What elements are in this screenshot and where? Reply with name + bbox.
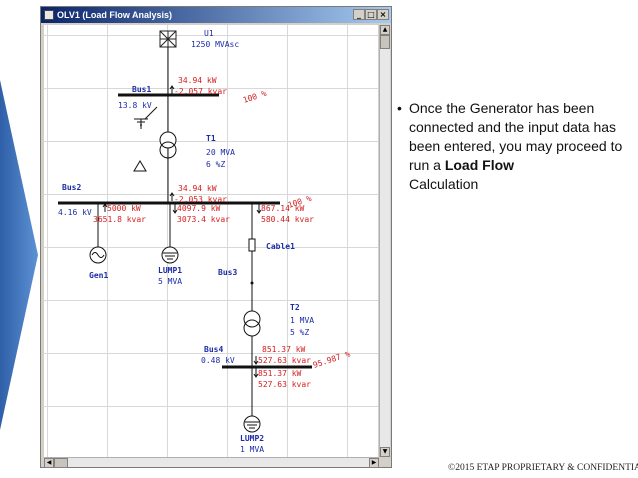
bus3-name: Bus3 bbox=[218, 268, 237, 277]
warning-triangle-icon bbox=[133, 160, 147, 172]
bullet-text-end: Calculation bbox=[409, 176, 479, 192]
lumped-load-lump1[interactable] bbox=[161, 246, 179, 264]
ground-icon bbox=[134, 106, 158, 129]
scroll-left-arrow-icon[interactable]: ◀ bbox=[44, 458, 54, 468]
bus4-loading: 95.987 % bbox=[312, 349, 352, 370]
bus1-loading: 100 % bbox=[242, 89, 268, 105]
one-line-diagram: U1 1250 MVAsc Bus1 13.8 kV 34.94 kW -2.0… bbox=[58, 29, 352, 454]
lump1-kvar: 3073.4 kvar bbox=[177, 215, 230, 224]
utility-u1[interactable] bbox=[159, 30, 177, 48]
close-button[interactable]: × bbox=[377, 9, 389, 20]
horizontal-scrollbar[interactable]: ◀ ▶ bbox=[44, 457, 379, 468]
cable1-name: Cable1 bbox=[266, 242, 295, 251]
bullet-text: Once the Generator has been connected an… bbox=[409, 100, 623, 173]
slide-bullet: • Once the Generator has been connected … bbox=[397, 99, 627, 194]
bus4-out-kw: 851.37 kW bbox=[258, 369, 302, 378]
vertical-scrollbar[interactable]: ▲ ▼ bbox=[379, 25, 390, 457]
lump2-name: LUMP2 bbox=[240, 434, 264, 443]
bullet-dot-icon: • bbox=[397, 100, 402, 116]
scroll-up-arrow-icon[interactable]: ▲ bbox=[380, 25, 390, 35]
gen1-kvar: 3651.8 kvar bbox=[93, 215, 146, 224]
bus1-flow-kvar: -2.057 kvar bbox=[174, 87, 227, 96]
bus3-node[interactable] bbox=[250, 281, 254, 285]
generator-gen1[interactable] bbox=[89, 246, 107, 264]
cable1-kvar: 580.44 kvar bbox=[261, 215, 314, 224]
lump1-kw: 4097.9 kW bbox=[177, 204, 221, 213]
bus1-name: Bus1 bbox=[132, 85, 151, 94]
scroll-h-thumb[interactable] bbox=[54, 458, 68, 468]
scroll-down-arrow-icon[interactable]: ▼ bbox=[380, 447, 390, 457]
slide-chevron-shape bbox=[0, 80, 38, 430]
bus4-name: Bus4 bbox=[204, 345, 223, 354]
bus2-flow-kvar: -2.053 kvar bbox=[174, 195, 227, 204]
gen1-kw: 5000 kW bbox=[107, 204, 141, 213]
t2-impedance: 5 %Z bbox=[290, 328, 309, 337]
bus1-flow-kw: 34.94 kW bbox=[178, 76, 217, 85]
lump2-rating: 1 MVA bbox=[240, 445, 264, 454]
copyright-footer: ©2015 ETAP PROPRIETARY & CONFIDENTIAL bbox=[448, 463, 638, 473]
lumped-load-lump2[interactable] bbox=[243, 415, 261, 433]
u1-rating: 1250 MVAsc bbox=[191, 40, 239, 49]
olv-window: OLV1 (Load Flow Analysis) _ □ × U1 1250 … bbox=[40, 6, 392, 468]
lump1-name: LUMP1 bbox=[158, 266, 182, 275]
bus4-out-kvar: 527.63 kvar bbox=[258, 380, 311, 389]
t2-rating: 1 MVA bbox=[290, 316, 314, 325]
cable1-kw: 867.14 kW bbox=[261, 204, 305, 213]
t2-name: T2 bbox=[290, 303, 300, 312]
app-icon bbox=[44, 10, 54, 20]
scroll-right-arrow-icon[interactable]: ▶ bbox=[369, 458, 379, 468]
bus4-in-kvar: 527.63 kvar bbox=[258, 356, 311, 365]
lump1-rating: 5 MVA bbox=[158, 277, 182, 286]
window-titlebar[interactable]: OLV1 (Load Flow Analysis) _ □ × bbox=[41, 7, 391, 23]
bus2-voltage: 4.16 kV bbox=[58, 208, 92, 217]
bus2-flow-kw: 34.94 kW bbox=[178, 184, 217, 193]
t1-rating: 20 MVA bbox=[206, 148, 235, 157]
bus2-name: Bus2 bbox=[62, 183, 81, 192]
bullet-bold-text: Load Flow bbox=[444, 157, 515, 173]
transformer-t1[interactable] bbox=[159, 131, 177, 159]
bus1-voltage: 13.8 kV bbox=[118, 101, 152, 110]
t1-impedance: 6 %Z bbox=[206, 160, 225, 169]
minimize-button[interactable]: _ bbox=[353, 9, 365, 20]
cable1-symbol[interactable] bbox=[248, 238, 256, 252]
one-line-diagram-canvas[interactable]: U1 1250 MVAsc Bus1 13.8 kV 34.94 kW -2.0… bbox=[44, 25, 378, 457]
maximize-button[interactable]: □ bbox=[365, 9, 377, 20]
gen1-name: Gen1 bbox=[89, 271, 108, 280]
window-title: OLV1 (Load Flow Analysis) bbox=[57, 10, 173, 20]
bus4-in-kw: 851.37 kW bbox=[262, 345, 306, 354]
u1-name: U1 bbox=[204, 29, 214, 38]
scroll-thumb[interactable] bbox=[380, 35, 390, 49]
bus4-voltage: 0.48 kV bbox=[201, 356, 235, 365]
t1-name: T1 bbox=[206, 134, 216, 143]
transformer-t2[interactable] bbox=[243, 310, 261, 337]
